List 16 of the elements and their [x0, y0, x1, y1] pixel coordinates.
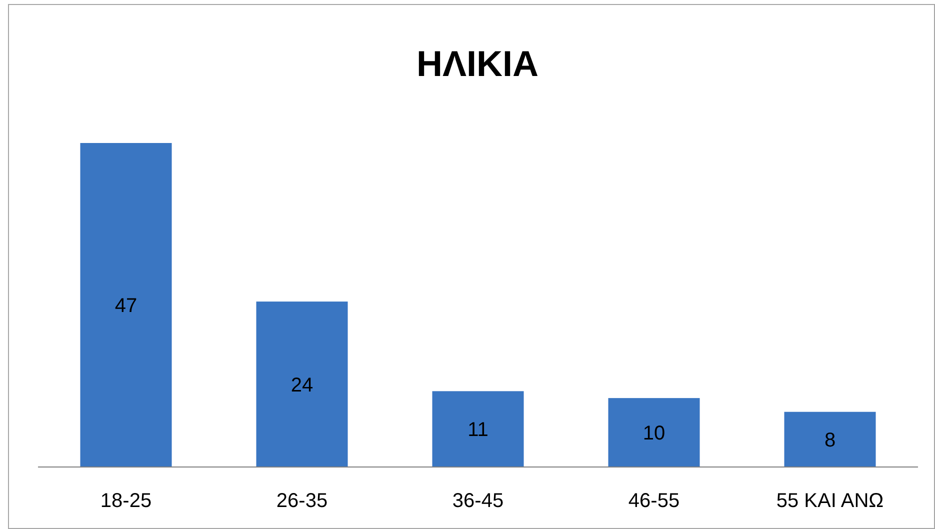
x-tick-label: 36-45 [452, 490, 504, 512]
data-label: 11 [468, 419, 488, 442]
data-label: 47 [114, 295, 138, 317]
x-tick-label: 46-55 [628, 490, 680, 512]
data-label: 10 [642, 422, 666, 445]
bar [608, 398, 700, 467]
bar [80, 143, 172, 467]
data-label: 8 [824, 429, 836, 452]
bar [432, 391, 524, 467]
data-label: 24 [290, 374, 314, 396]
x-tick-label: 55 ΚΑΙ ΑΝΩ [776, 490, 884, 512]
x-tick-label: 18-25 [100, 490, 152, 512]
bar [784, 412, 876, 467]
chart-title: ΗΛΙΚΙΑ [416, 43, 539, 84]
x-tick-label: 26-35 [276, 490, 328, 512]
bar [256, 302, 348, 467]
